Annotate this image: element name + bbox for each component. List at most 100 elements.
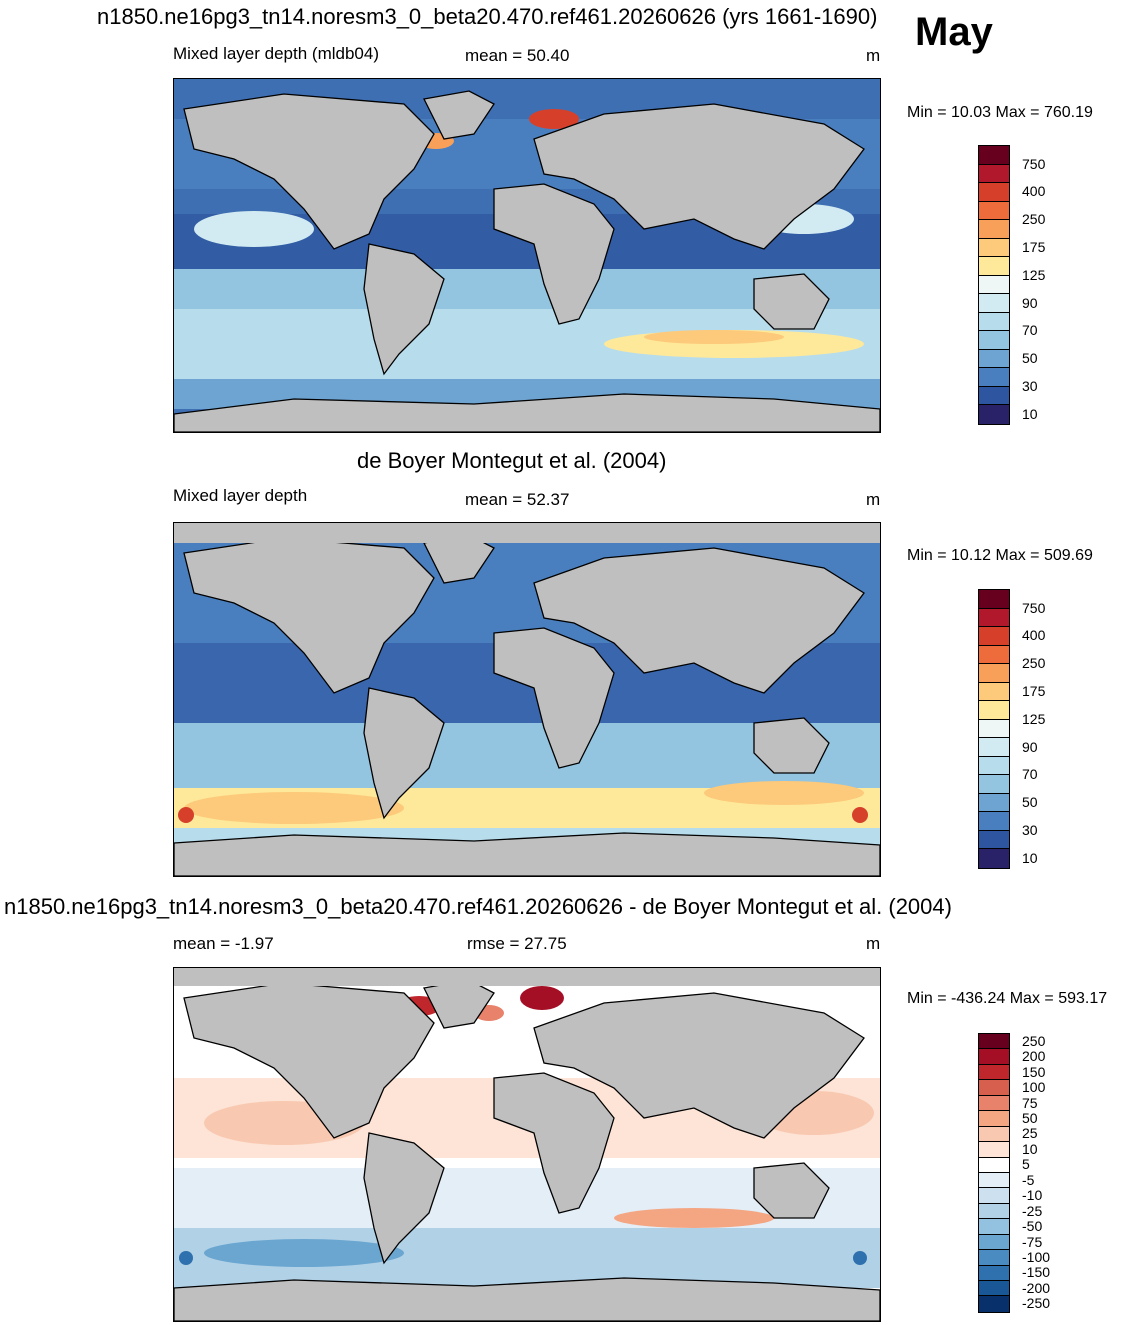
colorbar-swatch — [979, 1219, 1009, 1235]
colorbar-tick-label: 10 — [1022, 405, 1038, 422]
colorbar-swatch — [979, 1265, 1009, 1281]
colorbar-tick-label: 30 — [1022, 821, 1038, 838]
month-label: May — [915, 10, 993, 54]
colorbar-swatch — [979, 590, 1009, 609]
colorbar-swatch — [979, 627, 1009, 646]
colorbar-tick-label: 90 — [1022, 294, 1038, 311]
panel2-variable-label: Mixed layer depth — [173, 486, 308, 505]
colorbar-tick-label: -100 — [1022, 1248, 1051, 1265]
colorbar-tick-label: 10 — [1022, 849, 1038, 866]
colorbar-swatch — [979, 349, 1009, 369]
colorbar-swatch — [979, 775, 1009, 794]
colorbar-swatch — [979, 608, 1009, 628]
colorbar-tick-label: 50 — [1022, 350, 1038, 367]
colorbar-swatch — [979, 368, 1009, 387]
colorbar-swatch — [979, 1188, 1009, 1204]
colorbar-swatch — [979, 664, 1009, 683]
colorbar-swatch — [979, 164, 1009, 184]
colorbar-swatch — [979, 405, 1009, 424]
panel2-colorbar — [978, 589, 1010, 869]
panel3-colorbar — [978, 1033, 1010, 1313]
colorbar-swatch — [979, 201, 1009, 221]
colorbar-tick-label: 750 — [1022, 599, 1046, 616]
colorbar-tick-label: 75 — [1022, 1094, 1038, 1111]
colorbar-swatch — [979, 275, 1009, 295]
figure-title: n1850.ne16pg3_tn14.noresm3_0_beta20.470.… — [97, 4, 878, 29]
panel1-minmax: Min = 10.03 Max = 760.19 — [907, 104, 1093, 121]
panel3-difference-map — [173, 967, 881, 1322]
colorbar-swatch — [979, 183, 1009, 202]
panel1-units-label: m — [866, 46, 881, 65]
panel3-units-label: m — [866, 934, 881, 953]
colorbar-tick-label: 50 — [1022, 794, 1038, 811]
colorbar-tick-label: -250 — [1022, 1295, 1051, 1312]
colorbar-tick-label: -150 — [1022, 1264, 1051, 1281]
colorbar-tick-label: 70 — [1022, 766, 1038, 783]
colorbar-tick-label: 200 — [1022, 1048, 1046, 1065]
colorbar-tick-label: 400 — [1022, 627, 1046, 644]
colorbar-swatch — [979, 756, 1009, 776]
colorbar-swatch — [979, 849, 1009, 868]
colorbar-tick-label: 175 — [1022, 238, 1046, 255]
colorbar-swatch — [979, 1064, 1009, 1081]
colorbar-tick-label: 70 — [1022, 322, 1038, 339]
panel1-model-map — [173, 78, 881, 433]
colorbar-tick-label: -10 — [1022, 1187, 1043, 1204]
colorbar-swatch — [979, 812, 1009, 831]
panel2-observation-map — [173, 522, 881, 877]
colorbar-swatch — [979, 1049, 1009, 1065]
panel2-units-label: m — [866, 490, 881, 509]
colorbar-swatch — [979, 1095, 1009, 1112]
colorbar-tick-label: 250 — [1022, 655, 1046, 672]
colorbar-tick-label: 100 — [1022, 1079, 1046, 1096]
colorbar-swatch — [979, 1172, 1009, 1189]
colorbar-swatch — [979, 701, 1009, 720]
colorbar-tick-label: 400 — [1022, 183, 1046, 200]
colorbar-tick-label: -25 — [1022, 1202, 1043, 1219]
colorbar-tick-label: 250 — [1022, 211, 1046, 228]
colorbar-tick-label: -75 — [1022, 1233, 1043, 1250]
colorbar-tick-label: -50 — [1022, 1218, 1043, 1235]
colorbar-tick-label: 750 — [1022, 155, 1046, 172]
panel3-minmax: Min = -436.24 Max = 593.17 — [907, 990, 1108, 1007]
colorbar-swatch — [979, 220, 1009, 239]
colorbar-swatch — [979, 793, 1009, 813]
panel1-colorbar — [978, 145, 1010, 425]
colorbar-swatch — [979, 1203, 1009, 1220]
colorbar-swatch — [979, 331, 1009, 350]
colorbar-tick-label: 50 — [1022, 1109, 1038, 1126]
panel2-title: de Boyer Montegut et al. (2004) — [357, 448, 667, 473]
colorbar-swatch — [979, 1296, 1009, 1312]
colorbar-tick-label: 10 — [1022, 1140, 1038, 1157]
panel1-variable-label: Mixed layer depth (mldb04) — [173, 44, 379, 63]
colorbar-tick-label: 175 — [1022, 682, 1046, 699]
colorbar-swatch — [979, 1080, 1009, 1096]
colorbar-swatch — [979, 146, 1009, 165]
colorbar-tick-label: 5 — [1022, 1156, 1030, 1173]
colorbar-swatch — [979, 682, 1009, 702]
colorbar-swatch — [979, 312, 1009, 332]
colorbar-tick-label: 150 — [1022, 1063, 1046, 1080]
colorbar-swatch — [979, 1157, 1009, 1173]
panel3-rmse-label: rmse = 27.75 — [467, 934, 567, 953]
colorbar-tick-label: 25 — [1022, 1125, 1038, 1142]
colorbar-tick-label: 250 — [1022, 1032, 1046, 1049]
colorbar-swatch — [979, 294, 1009, 313]
colorbar-swatch — [979, 1142, 1009, 1158]
colorbar-swatch — [979, 1250, 1009, 1266]
colorbar-tick-label: 125 — [1022, 710, 1046, 727]
colorbar-swatch — [979, 238, 1009, 258]
colorbar-swatch — [979, 1111, 1009, 1127]
colorbar-swatch — [979, 1281, 1009, 1297]
colorbar-swatch — [979, 738, 1009, 757]
colorbar-tick-label: 30 — [1022, 377, 1038, 394]
colorbar-tick-label: 90 — [1022, 738, 1038, 755]
colorbar-swatch — [979, 645, 1009, 665]
colorbar-swatch — [979, 830, 1009, 850]
colorbar-swatch — [979, 1126, 1009, 1143]
panel2-mean-label: mean = 52.37 — [465, 490, 570, 509]
panel3-title: n1850.ne16pg3_tn14.noresm3_0_beta20.470.… — [4, 894, 952, 919]
colorbar-swatch — [979, 1234, 1009, 1251]
colorbar-swatch — [979, 386, 1009, 406]
colorbar-swatch — [979, 719, 1009, 739]
